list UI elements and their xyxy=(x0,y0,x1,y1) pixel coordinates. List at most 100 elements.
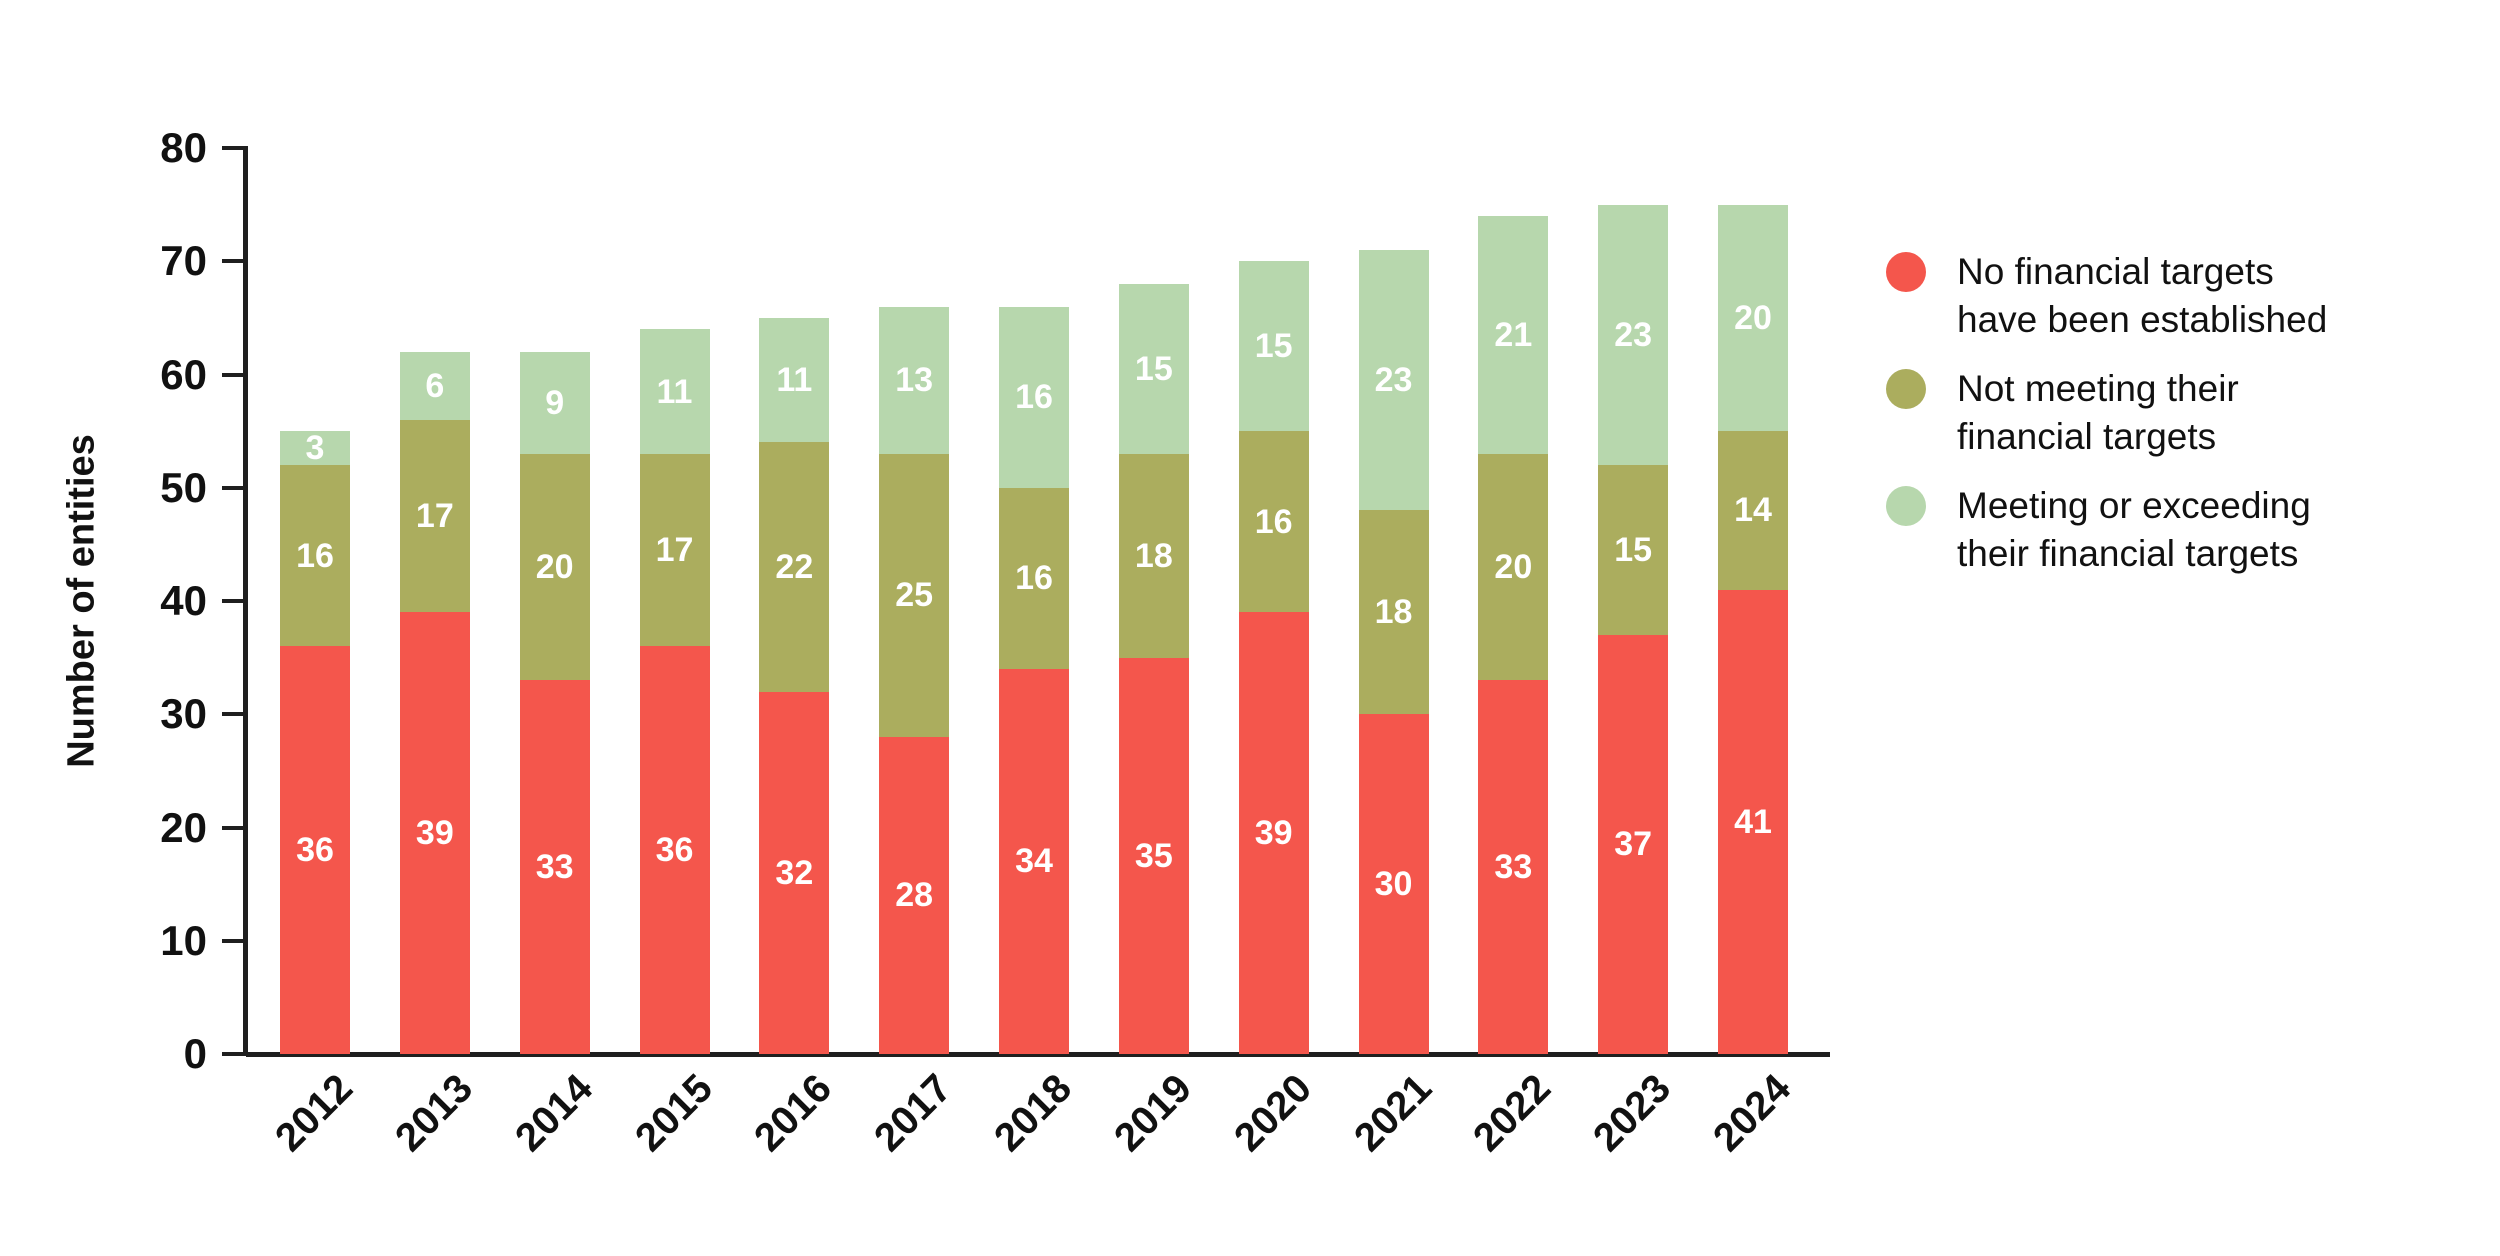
bar-value-label: 36 xyxy=(655,831,694,870)
bar-value-label: 23 xyxy=(1614,315,1653,354)
bar-segment: 18 xyxy=(1358,510,1429,715)
y-tick-mark xyxy=(222,599,246,603)
bar-value-label: 18 xyxy=(1374,593,1413,632)
bar-value-label: 33 xyxy=(535,848,574,887)
bar-segment: 23 xyxy=(1358,249,1429,511)
bar-segment: 15 xyxy=(1598,465,1669,635)
bar-2018: 34 16 16 xyxy=(999,306,1069,1054)
bar-2015: 36 17 11 xyxy=(639,329,710,1054)
bar-2023: 37 15 23 xyxy=(1598,204,1669,1054)
bar-2019: 35 18 15 xyxy=(1118,283,1189,1054)
bar-segment: 37 xyxy=(1598,634,1669,1054)
bar-value-label: 15 xyxy=(1134,349,1173,388)
bar-segment: 15 xyxy=(1118,283,1189,454)
bar-value-label: 18 xyxy=(1134,536,1173,575)
legend-swatch-icon xyxy=(1886,486,1926,526)
bar-value-label: 30 xyxy=(1374,865,1413,904)
bar-value-label: 16 xyxy=(1015,559,1053,598)
bar-segment: 16 xyxy=(1238,431,1309,613)
bar-value-label: 33 xyxy=(1494,848,1533,887)
bar-segment: 33 xyxy=(519,680,590,1054)
bar-2021: 30 18 23 xyxy=(1358,249,1429,1054)
bar-segment: 17 xyxy=(399,419,470,613)
bar-segment: 14 xyxy=(1718,431,1788,590)
bar-value-label: 39 xyxy=(1254,814,1293,853)
bar-value-label: 14 xyxy=(1734,491,1772,530)
bar-value-label: 16 xyxy=(1015,378,1053,417)
bar-segment: 15 xyxy=(1238,261,1309,432)
legend: No financial targets have been establish… xyxy=(1886,248,2327,578)
bar-2024: 41 14 20 xyxy=(1718,204,1788,1054)
bar-2022: 33 20 21 xyxy=(1478,215,1549,1054)
bar-segment: 20 xyxy=(1718,204,1788,432)
bar-segment: 32 xyxy=(759,691,830,1054)
y-tick-mark xyxy=(222,1052,246,1056)
bar-segment: 41 xyxy=(1718,589,1788,1054)
bar-value-label: 13 xyxy=(895,361,934,400)
x-tick-label: 2020 xyxy=(1225,1066,1320,1161)
bar-segment: 9 xyxy=(519,351,590,454)
bar-value-label: 17 xyxy=(415,497,454,536)
x-tick-label: 2015 xyxy=(626,1066,721,1161)
x-axis-line xyxy=(246,1052,1830,1057)
x-tick-label: 2021 xyxy=(1345,1066,1440,1161)
y-tick-label: 80 xyxy=(160,124,207,171)
bar-2014: 33 20 9 xyxy=(519,351,590,1054)
bar-segment: 21 xyxy=(1478,215,1549,454)
bar-value-label: 15 xyxy=(1614,531,1653,570)
bar-segment: 11 xyxy=(639,329,710,454)
bar-value-label: 9 xyxy=(545,383,565,422)
x-tick-label: 2013 xyxy=(386,1066,481,1161)
bar-segment: 30 xyxy=(1358,714,1429,1054)
y-tick-label: 40 xyxy=(160,577,207,624)
x-tick-label: 2012 xyxy=(267,1066,362,1161)
bar-value-label: 36 xyxy=(296,831,334,870)
bar-segment: 13 xyxy=(879,306,950,454)
bar-value-label: 23 xyxy=(1374,361,1413,400)
bar-segment: 16 xyxy=(999,487,1069,669)
bar-value-label: 11 xyxy=(776,361,813,400)
bar-segment: 36 xyxy=(280,646,350,1054)
y-tick-label: 50 xyxy=(160,463,207,511)
bar-segment: 18 xyxy=(1118,453,1189,658)
bar-segment: 20 xyxy=(519,453,590,681)
bar-segment: 16 xyxy=(280,465,350,647)
bar-value-label: 15 xyxy=(1254,327,1293,366)
bar-segment: 34 xyxy=(999,668,1069,1054)
bar-segment: 22 xyxy=(759,442,830,692)
bar-segment: 25 xyxy=(879,453,950,737)
bar-2017: 28 25 13 xyxy=(879,306,950,1054)
x-tick-label: 2014 xyxy=(506,1066,601,1161)
bar-segment: 16 xyxy=(999,306,1069,488)
bar-2020: 39 16 15 xyxy=(1238,261,1309,1054)
bar-value-label: 39 xyxy=(415,814,454,853)
bar-segment: 28 xyxy=(879,736,950,1054)
y-tick-mark xyxy=(222,259,246,264)
x-tick-label: 2019 xyxy=(1105,1066,1200,1161)
bar-value-label: 37 xyxy=(1614,825,1653,864)
x-tick-label: 2017 xyxy=(866,1066,961,1161)
y-tick-mark xyxy=(222,146,246,150)
bar-value-label: 20 xyxy=(1494,548,1533,587)
bar-value-label: 35 xyxy=(1134,836,1173,875)
bar-value-label: 20 xyxy=(1734,298,1772,337)
y-tick-label: 0 xyxy=(183,1030,207,1077)
bar-value-label: 16 xyxy=(296,536,334,575)
bar-value-label: 32 xyxy=(775,853,814,892)
bar-segment: 36 xyxy=(639,646,710,1054)
bar-segment: 6 xyxy=(399,351,470,420)
bar-value-label: 20 xyxy=(535,548,574,587)
bar-value-label: 34 xyxy=(1015,842,1053,881)
x-tick-label: 2018 xyxy=(986,1066,1081,1161)
legend-label: Not meeting their financial targets xyxy=(1957,368,2239,457)
bar-value-label: 3 xyxy=(305,429,325,468)
bar-2012: 36 16 3 xyxy=(280,431,350,1054)
y-tick-label: 20 xyxy=(160,803,207,851)
bar-value-label: 28 xyxy=(895,876,934,915)
legend-label: Meeting or exceeding their financial tar… xyxy=(1957,485,2311,574)
bar-segment: 33 xyxy=(1478,680,1549,1054)
bar-value-label: 22 xyxy=(775,548,814,587)
y-tick-label: 10 xyxy=(160,916,207,964)
bar-value-label: 17 xyxy=(655,531,694,570)
y-tick-label: 70 xyxy=(160,237,207,285)
